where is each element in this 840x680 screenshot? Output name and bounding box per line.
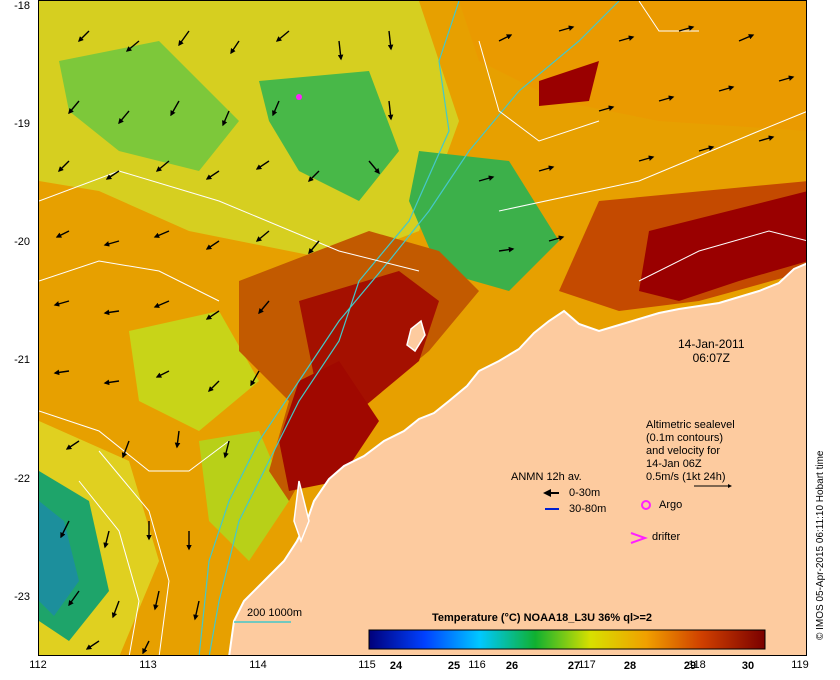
colorbar-tick: 24 (389, 660, 403, 672)
lon-label: 117 (578, 659, 596, 671)
timestamp: 14-Jan-2011 06:07Z (678, 337, 745, 365)
isobath-lines (198, 1, 620, 655)
island-land (406, 319, 426, 353)
lon-label: 113 (139, 659, 157, 671)
date-label: 14-Jan-2011 (678, 337, 745, 351)
lon-label: 118 (688, 659, 706, 671)
lat-label: -23 (14, 591, 30, 603)
argo-float-marker (296, 94, 302, 100)
anmn-shallow-label: 0-30m (569, 487, 601, 499)
altimetry-legend: Altimetric sealevel (0.1m contours) and … (646, 419, 735, 484)
drifter-legend-marker (630, 532, 648, 544)
lon-label: 119 (791, 659, 809, 671)
altimetry-line-4: 14-Jan 06Z (646, 458, 702, 470)
sst-map-canvas (39, 1, 806, 655)
credit-text: © IMOS 05-Apr-2015 06:11:10 Hobart time (815, 450, 826, 641)
argo-legend-label: Argo (659, 499, 683, 511)
lat-label: -20 (14, 236, 30, 248)
lon-label: 116 (468, 659, 486, 671)
colorbar-tick: 30 (741, 660, 755, 672)
velocity-arrows (53, 25, 795, 655)
sst-patches (39, 1, 806, 655)
time-label: 06:07Z (692, 351, 730, 365)
sst-map[interactable]: Altimetric sealevel (0.1m contours) and … (38, 0, 807, 656)
colorbar-tick: 27 (567, 660, 581, 672)
anmn-legend-title: ANMN 12h av. (511, 471, 582, 483)
argo-legend-marker (641, 500, 651, 510)
lat-label: -21 (14, 354, 30, 366)
lon-label: 112 (29, 659, 47, 671)
lon-label: 115 (358, 659, 376, 671)
drifter-legend-label: drifter (652, 531, 681, 543)
altimetry-line-2: (0.1m contours) (646, 432, 724, 444)
colorbar-tick: 28 (623, 660, 637, 672)
lat-label: -22 (14, 473, 30, 485)
colorbar-tick: 25 (447, 660, 461, 672)
isobath-legend-label: 200 1000m (247, 607, 303, 619)
lat-label: -18 (14, 0, 30, 12)
altimetry-line-3: and velocity for (646, 445, 720, 457)
lat-label: -19 (14, 118, 30, 130)
colorbar-title: Temperature (°C) NOAA18_L3U 36% ql>=2 (432, 612, 652, 624)
colorbar (368, 629, 766, 650)
lon-label: 114 (249, 659, 267, 671)
colorbar-tick: 26 (505, 660, 519, 672)
altimetry-line-5: 0.5m/s (1kt 24h) (646, 471, 726, 483)
coastline-land (228, 262, 806, 655)
sealevel-contours (39, 1, 806, 655)
colorbar-tick: 29 (683, 660, 697, 672)
altimetry-line-1: Altimetric sealevel (646, 419, 735, 431)
anmn-deep-label: 30-80m (569, 503, 607, 515)
peninsula-land (293, 480, 310, 544)
